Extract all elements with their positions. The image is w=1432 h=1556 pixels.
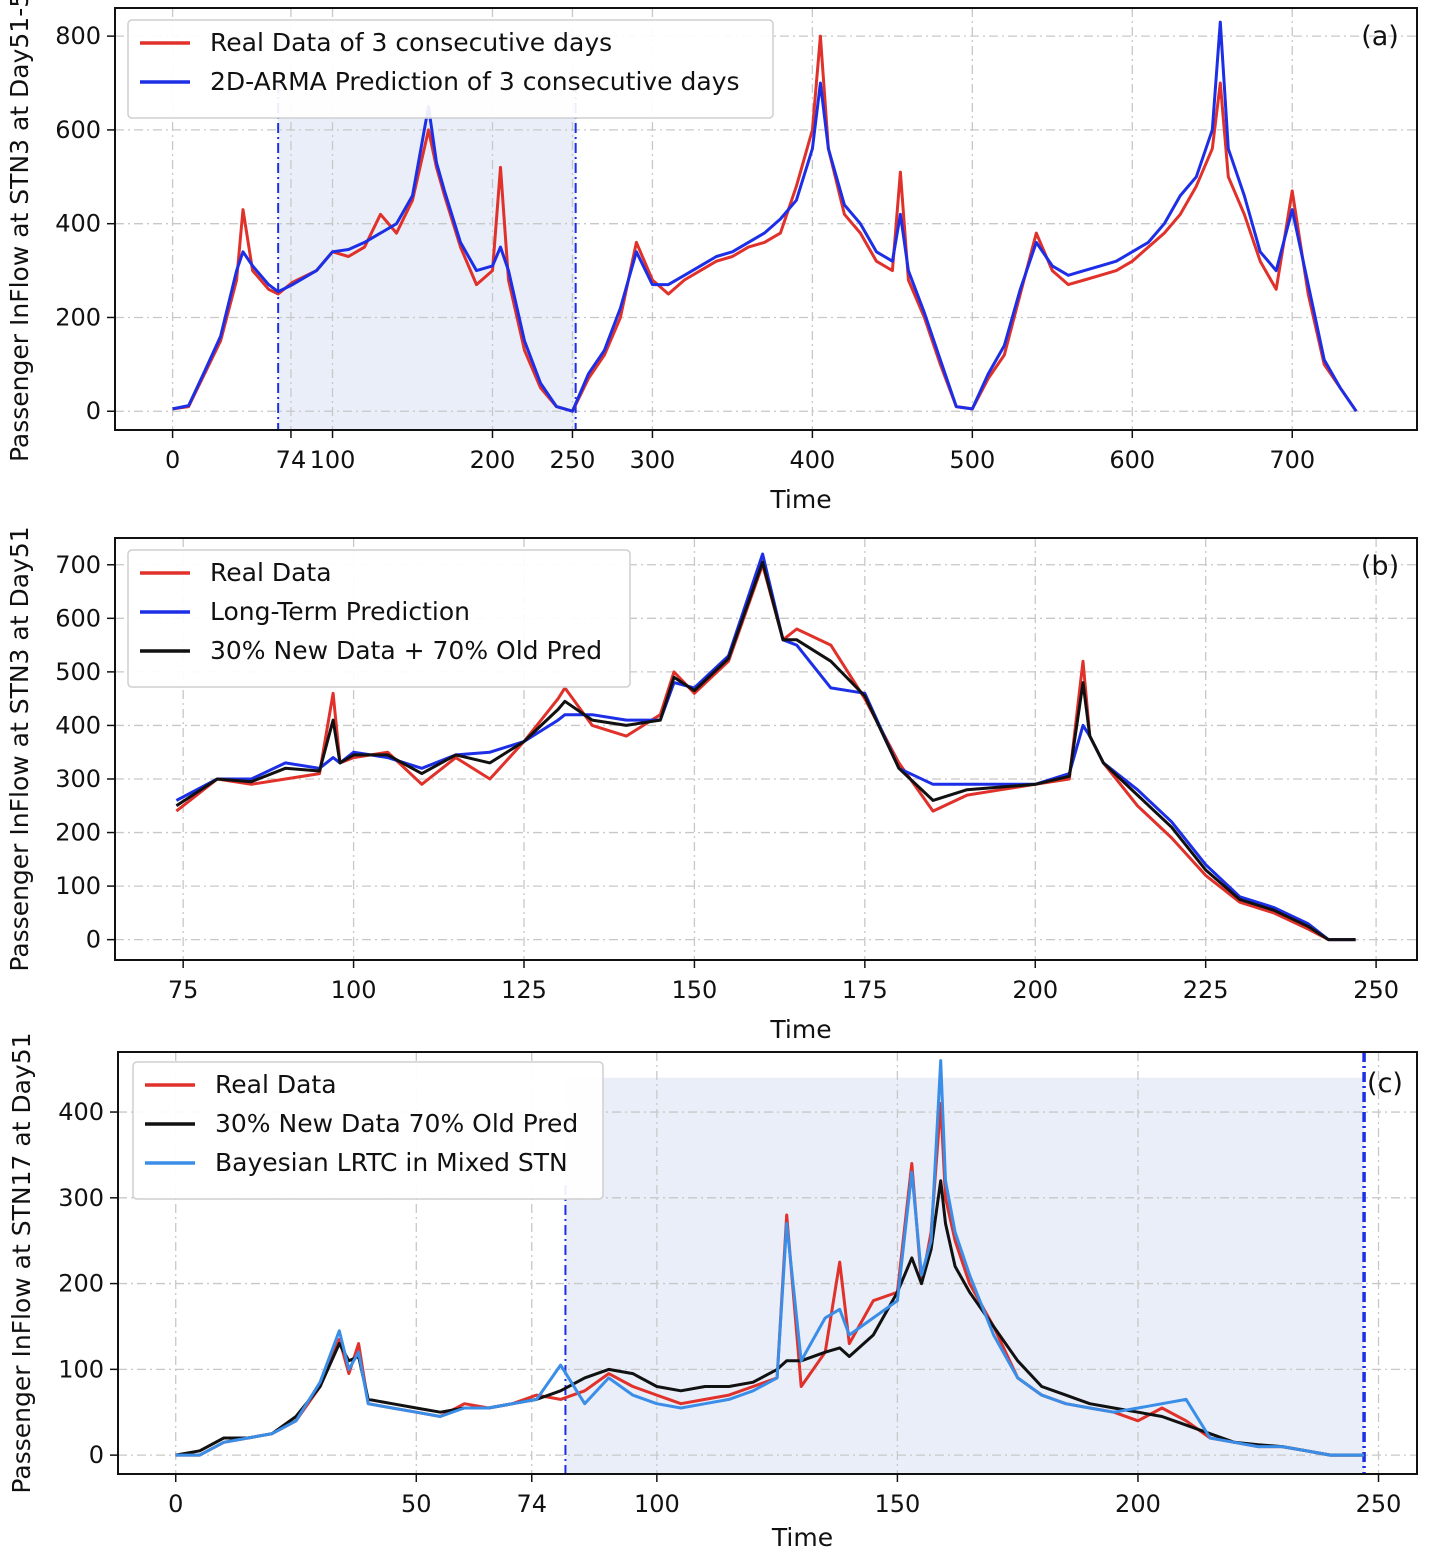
x-tick-label: 100 [310,446,356,474]
y-tick-label: 200 [55,303,101,331]
panel-label: (b) [1361,551,1399,582]
plot-frame [117,1051,1418,1475]
x-tick-label: 500 [949,446,995,474]
y-tick-label: 100 [58,1355,104,1383]
y-axis-label: Passenger InFlow at STN3 at Day51-53 [5,0,34,462]
x-tick-label: 150 [874,1490,920,1518]
series-line-3 [175,560,1356,942]
x-tick-label: 250 [1356,1490,1402,1518]
y-tick-label: 300 [55,765,101,793]
panel-a: 0 74 100 200 250 300 400 500 600 700 0 200 400 600 800… [5,0,1418,514]
shaded-region [565,1077,1365,1474]
legend-entry: 2D-ARMA Prediction of 3 consecutive days [210,67,740,96]
y-tick-label: 200 [58,1270,104,1298]
x-axis-label: Time [769,1015,831,1044]
x-tick-label: 0 [165,446,180,474]
y-tick-label: 100 [55,872,101,900]
panel-label: (a) [1361,21,1399,52]
panel-c: 0 50 74 100 150 200 250 0 100 200 300 400 Time Passen… [7,1032,1418,1552]
legend-box [127,19,774,119]
x-tick-label: 250 [550,446,596,474]
x-tick-label: 200 [470,446,516,474]
plot-frame [114,7,1418,431]
y-tick-label: 600 [55,604,101,632]
legend-entry: Real Data [215,1070,337,1099]
x-tick-label: 125 [501,976,547,1004]
y-tick-label: 800 [55,22,101,50]
y-tick-label: 300 [58,1184,104,1212]
series-line-2 [172,20,1358,413]
x-tick-label: 200 [1115,1490,1161,1518]
x-tick-label: 300 [630,446,676,474]
legend-box [127,549,631,688]
x-tick-label: 50 [401,1490,432,1518]
legend-entry: Real Data of 3 consecutive days [210,28,612,57]
x-tick-label: 175 [842,976,888,1004]
y-tick-label: 600 [55,116,101,144]
x-tick-label: 75 [168,976,199,1004]
y-tick-label: 400 [55,210,101,238]
y-tick-label: 0 [86,397,101,425]
series-line-1 [172,34,1358,413]
x-tick-label: 200 [1012,976,1058,1004]
x-tick-label: 250 [1353,976,1399,1004]
x-tick-label: 225 [1183,976,1229,1004]
y-tick-label: 400 [58,1098,104,1126]
x-tick-label: 100 [331,976,377,1004]
y-tick-label: 400 [55,711,101,739]
panel-b: 75 100 125 150 175 200 225 250 0 100 200 300 400 500 6… [5,526,1418,1044]
panel-label: (c) [1367,1068,1403,1099]
y-tick-label: 200 [55,819,101,847]
x-tick-label: 100 [634,1490,680,1518]
x-tick-label: 74 [276,446,307,474]
legend-entry: 30% New Data 70% Old Pred [215,1109,578,1138]
series-line-2 [175,552,1356,942]
y-tick-label: 0 [86,926,101,954]
legend-entry: Bayesian LRTC in Mixed STN [215,1148,568,1177]
legend-entry: 30% New Data + 70% Old Pred [210,636,602,665]
x-tick-label: 74 [516,1490,547,1518]
x-tick-label: 150 [672,976,718,1004]
x-tick-label: 600 [1109,446,1155,474]
legend-entry: Real Data [210,558,332,587]
y-tick-label: 700 [55,551,101,579]
y-axis-label: Passenger InFlow at STN17 at Day51 [7,1032,36,1493]
y-tick-label: 0 [89,1441,104,1469]
x-axis-label: Time [771,1523,833,1552]
y-tick-label: 500 [55,658,101,686]
x-tick-label: 700 [1269,446,1315,474]
plot-frame [114,537,1418,961]
series-line-3 [175,1059,1365,1457]
x-tick-label: 400 [789,446,835,474]
y-axis-label: Passenger InFlow at STN3 at Day51 [5,526,34,971]
x-axis-label: Time [769,485,831,514]
x-tick-label: 0 [168,1490,183,1518]
legend-box [132,1061,604,1200]
legend-entry: Long-Term Prediction [210,597,470,626]
